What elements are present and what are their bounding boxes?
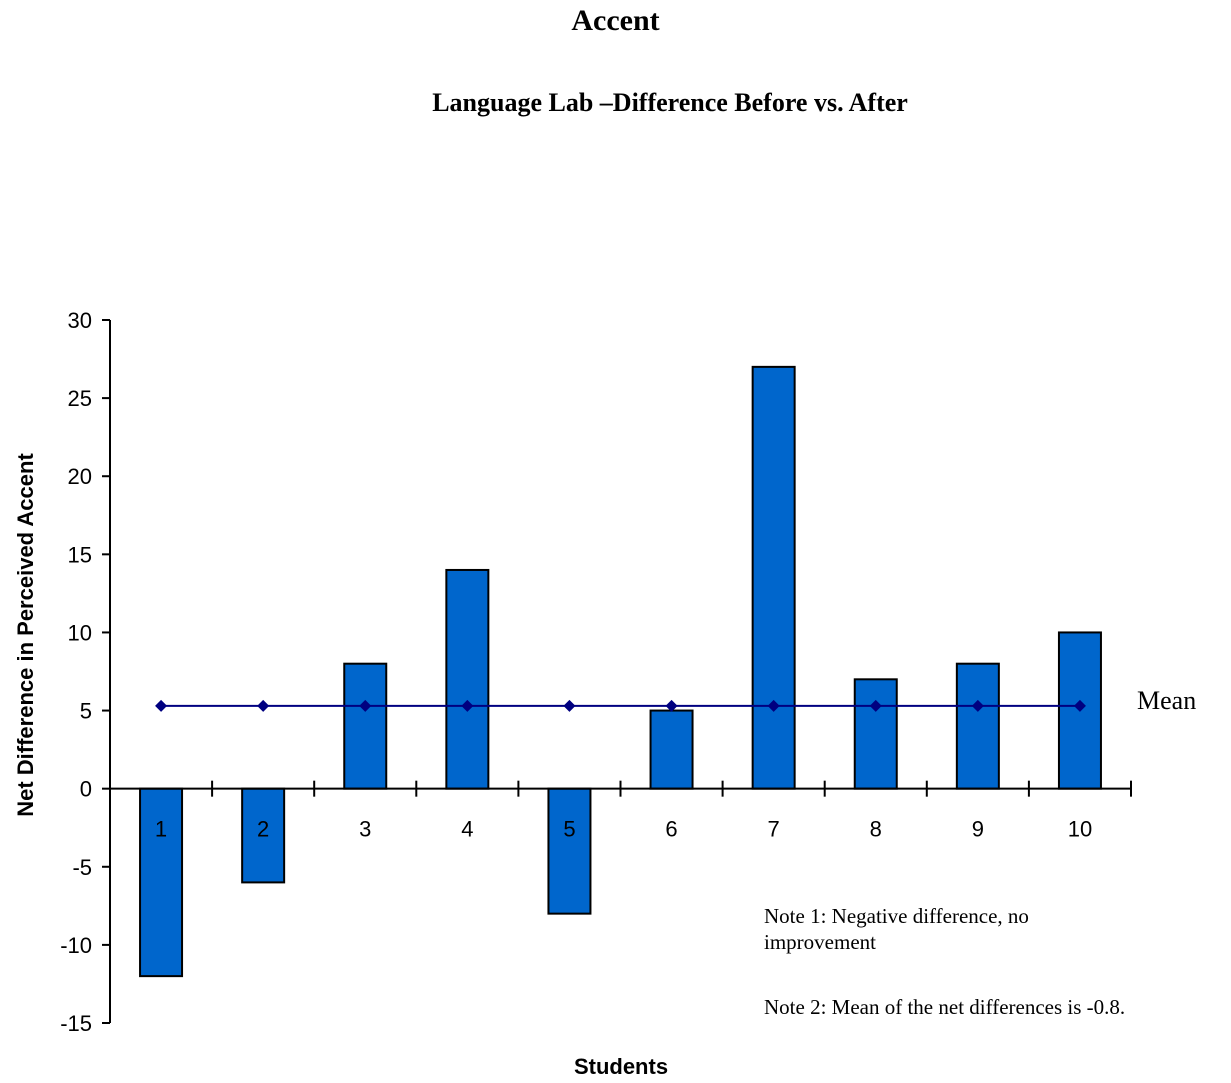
bar-student-8 xyxy=(853,678,898,790)
y-tick-label: 30 xyxy=(68,308,92,333)
mean-point-4 xyxy=(461,699,474,712)
x-tick-label: 6 xyxy=(665,817,677,842)
y-tick-label: 10 xyxy=(68,620,92,645)
bar-student-5 xyxy=(547,787,592,915)
x-tick-label: 7 xyxy=(768,817,780,842)
y-tick-label: -15 xyxy=(60,1011,92,1036)
y-tick-label: 5 xyxy=(80,699,92,724)
mean-point-9 xyxy=(971,699,984,712)
x-tick-label: 3 xyxy=(359,817,371,842)
mean-point-2 xyxy=(257,699,270,712)
x-tick-label: 1 xyxy=(155,817,167,842)
x-tick-label: 10 xyxy=(1068,817,1092,842)
axes-group: -15 -10 -5 0 5 10 15 20 25 30 1 2 3 4 5 6 7 8 9 10 xyxy=(60,308,1132,1036)
x-axis-title: Students xyxy=(574,1054,668,1079)
y-tick-label: -10 xyxy=(60,933,92,958)
note-1: Note 1: Negative difference, no improvem… xyxy=(764,904,1029,954)
bars-group xyxy=(139,365,1102,978)
mean-point-3 xyxy=(359,699,372,712)
bar-student-4 xyxy=(445,568,490,790)
y-tick-label: 15 xyxy=(68,542,92,567)
bar-student-7 xyxy=(751,365,796,790)
mean-point-1 xyxy=(155,699,168,712)
y-tick-label: 0 xyxy=(80,777,92,802)
bar-student-6 xyxy=(649,709,694,790)
mean-point-8 xyxy=(869,699,882,712)
bar-student-2 xyxy=(241,787,286,884)
bar-student-3 xyxy=(343,662,388,790)
mean-point-10 xyxy=(1073,699,1086,712)
y-tick-label: 20 xyxy=(68,464,92,489)
x-tick-label: 2 xyxy=(257,817,269,842)
mean-point-7 xyxy=(767,699,780,712)
y-axis-title: Net Difference in Perceived Accent xyxy=(13,453,38,817)
mean-label: Mean xyxy=(1137,686,1196,715)
mean-point-6 xyxy=(665,699,678,712)
mean-point-5 xyxy=(563,699,576,712)
mean-line-group xyxy=(155,699,1086,712)
y-tick-label: 25 xyxy=(68,386,92,411)
x-tick-label: 4 xyxy=(461,817,473,842)
y-tick-label: -5 xyxy=(72,855,92,880)
note-2: Note 2: Mean of the net differences is -… xyxy=(764,995,1126,1019)
x-tick-label: 8 xyxy=(870,817,882,842)
chart-subtitle: Language Lab –Difference Before vs. Afte… xyxy=(432,88,908,117)
x-tick-label: 5 xyxy=(563,817,575,842)
chart-title: Accent xyxy=(571,4,660,37)
x-tick-label: 9 xyxy=(972,817,984,842)
bar-student-9 xyxy=(955,662,1000,790)
